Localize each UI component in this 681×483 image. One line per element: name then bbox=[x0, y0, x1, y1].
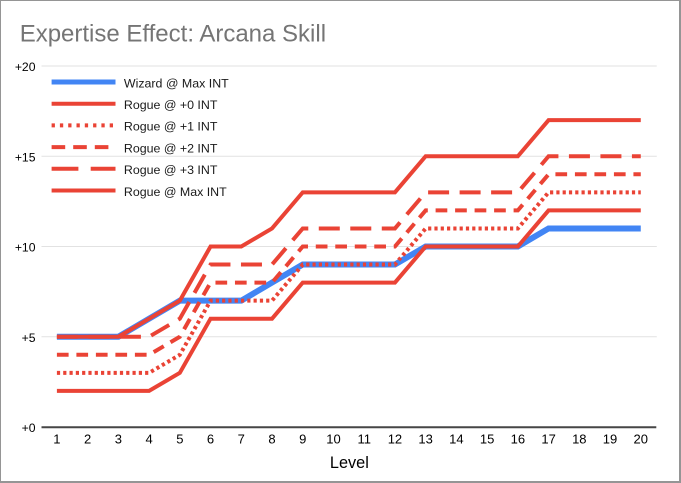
svg-text:8: 8 bbox=[268, 432, 275, 447]
svg-text:10: 10 bbox=[326, 432, 340, 447]
svg-text:6: 6 bbox=[207, 432, 214, 447]
svg-text:Rogue @ +2 INT: Rogue @ +2 INT bbox=[124, 141, 218, 155]
svg-text:12: 12 bbox=[388, 432, 402, 447]
svg-text:17: 17 bbox=[541, 432, 555, 447]
svg-text:+5: +5 bbox=[22, 331, 36, 345]
svg-text:Expertise Effect: Arcana Skill: Expertise Effect: Arcana Skill bbox=[20, 21, 326, 48]
svg-text:14: 14 bbox=[449, 432, 463, 447]
svg-text:+0: +0 bbox=[22, 421, 36, 435]
svg-text:9: 9 bbox=[299, 432, 306, 447]
svg-text:1: 1 bbox=[53, 432, 60, 447]
svg-text:+10: +10 bbox=[15, 241, 36, 255]
svg-text:Rogue @ +0 INT: Rogue @ +0 INT bbox=[124, 98, 218, 112]
svg-text:Rogue @ Max INT: Rogue @ Max INT bbox=[124, 185, 227, 199]
svg-text:15: 15 bbox=[480, 432, 494, 447]
svg-text:Wizard @ Max INT: Wizard @ Max INT bbox=[124, 76, 229, 90]
svg-text:5: 5 bbox=[176, 432, 183, 447]
svg-text:Rogue @ +1 INT: Rogue @ +1 INT bbox=[124, 120, 218, 134]
svg-text:16: 16 bbox=[511, 432, 525, 447]
svg-text:19: 19 bbox=[603, 432, 617, 447]
svg-text:2: 2 bbox=[84, 432, 91, 447]
svg-text:3: 3 bbox=[115, 432, 122, 447]
svg-text:+20: +20 bbox=[15, 60, 36, 74]
svg-text:18: 18 bbox=[572, 432, 586, 447]
svg-text:20: 20 bbox=[634, 432, 648, 447]
svg-text:+15: +15 bbox=[15, 150, 36, 164]
svg-text:7: 7 bbox=[238, 432, 245, 447]
svg-text:4: 4 bbox=[145, 432, 152, 447]
svg-text:Level: Level bbox=[330, 454, 369, 472]
svg-text:13: 13 bbox=[418, 432, 432, 447]
svg-text:Rogue @ +3 INT: Rogue @ +3 INT bbox=[124, 163, 218, 177]
svg-text:11: 11 bbox=[357, 432, 371, 447]
